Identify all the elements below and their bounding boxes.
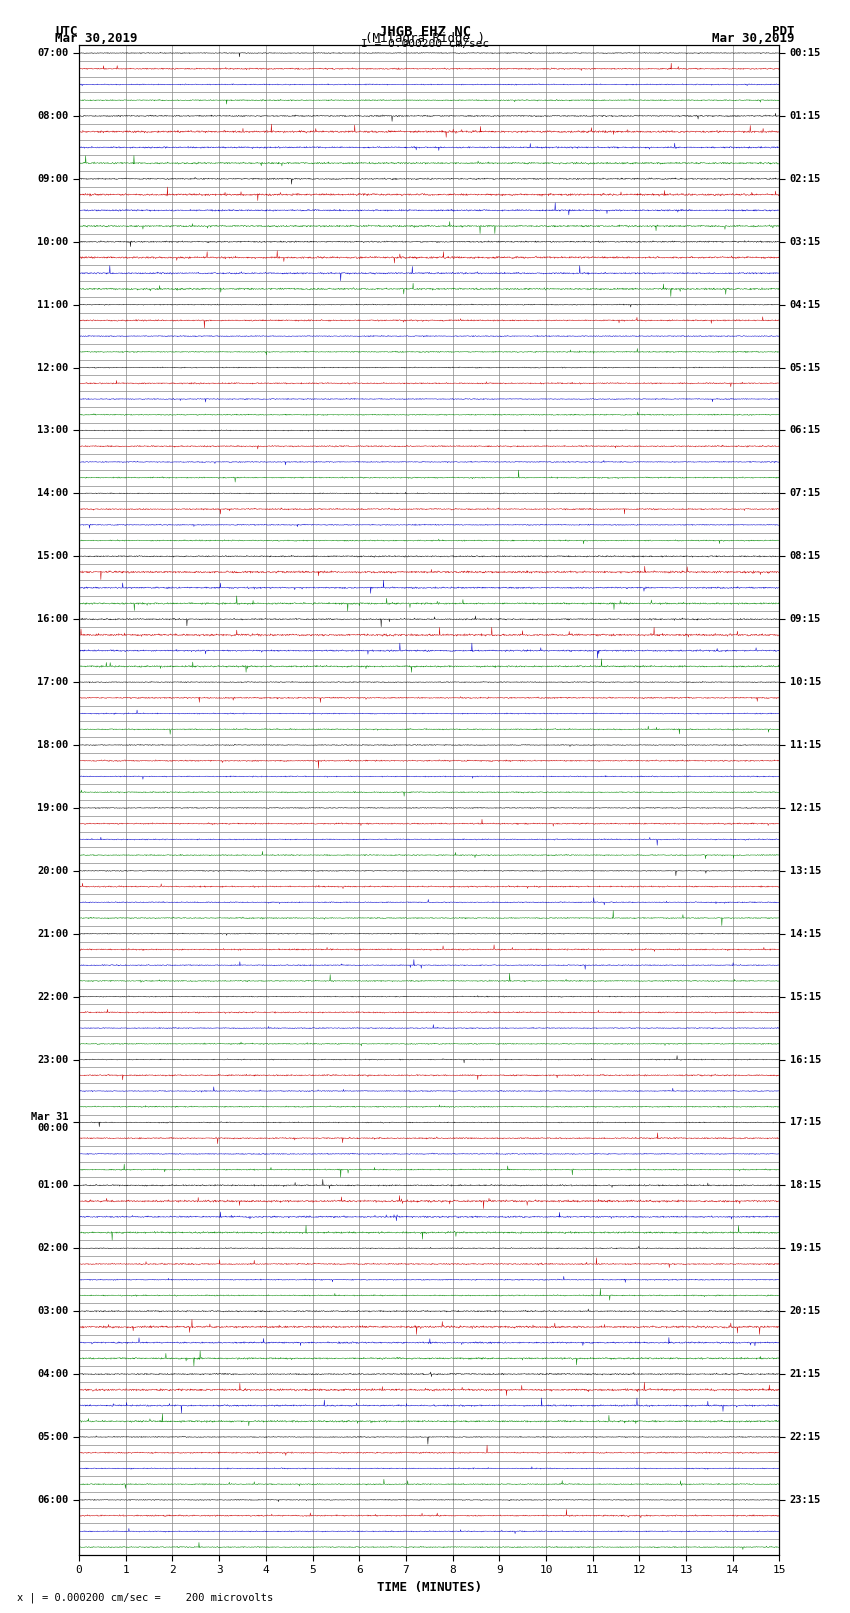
Text: (Milagra Ridge ): (Milagra Ridge ) [365, 32, 485, 45]
Text: I = 0.000200 cm/sec: I = 0.000200 cm/sec [361, 39, 489, 50]
Text: PDT: PDT [773, 24, 795, 39]
Text: JHGB EHZ NC: JHGB EHZ NC [379, 24, 471, 39]
Text: x | = 0.000200 cm/sec =    200 microvolts: x | = 0.000200 cm/sec = 200 microvolts [17, 1592, 273, 1603]
Text: Mar 30,2019: Mar 30,2019 [55, 32, 138, 45]
X-axis label: TIME (MINUTES): TIME (MINUTES) [377, 1581, 482, 1594]
Text: Mar 30,2019: Mar 30,2019 [712, 32, 795, 45]
Text: UTC: UTC [55, 24, 77, 39]
